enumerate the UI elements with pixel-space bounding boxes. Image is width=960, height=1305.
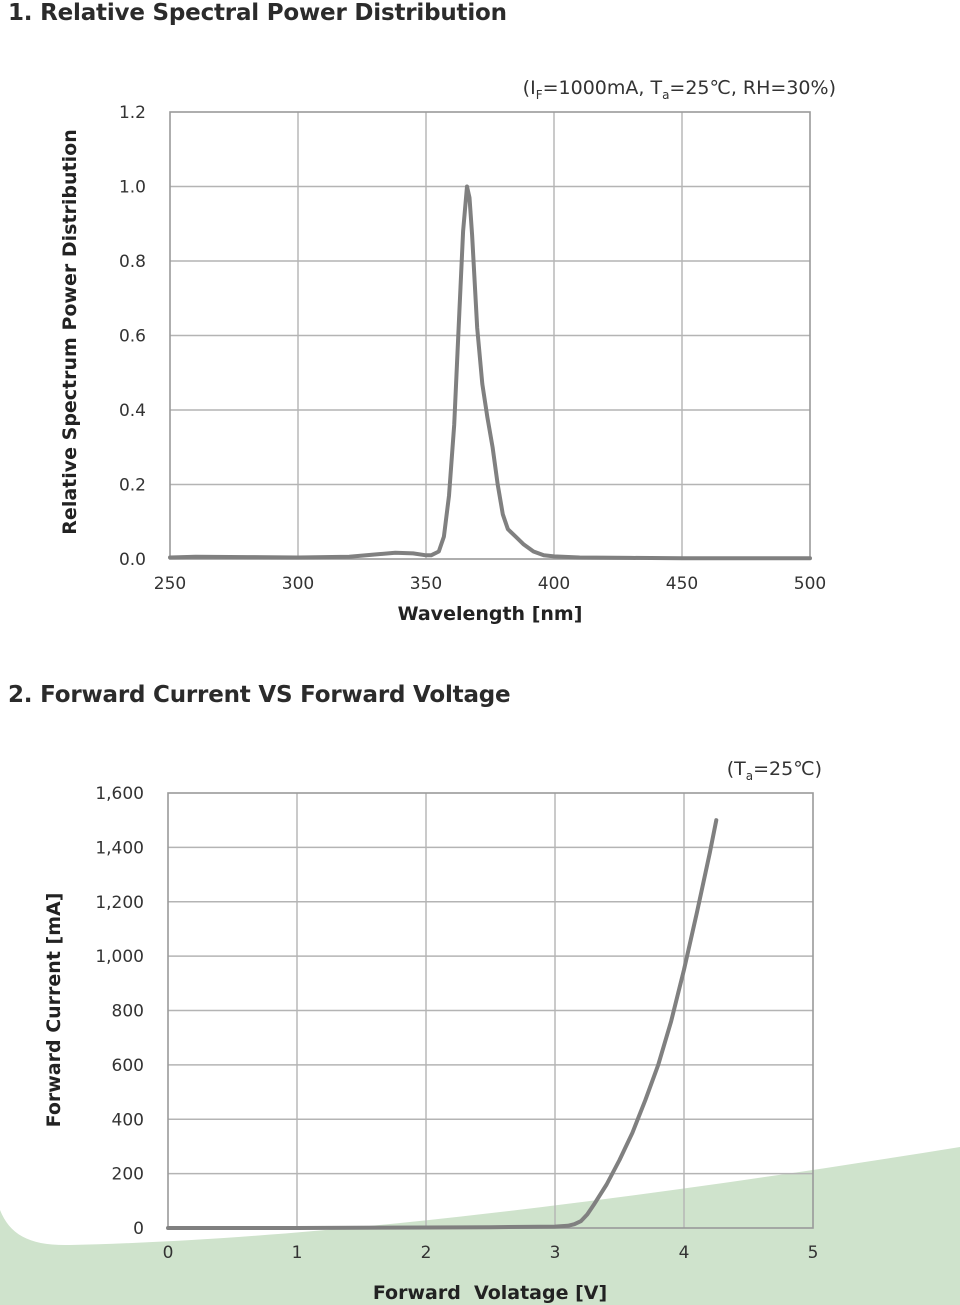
chart1-x-tick-label: 400 <box>538 574 570 594</box>
chart1-x-axis-title: Wavelength [nm] <box>398 603 583 625</box>
chart1-y-axis-title: Relative Spectrum Power Distribution <box>59 129 81 534</box>
chart2-y-tick-label: 1,000 <box>95 947 144 967</box>
chart2-grid <box>168 793 813 1228</box>
chart2-x-tick-label: 3 <box>550 1243 561 1263</box>
chart2-condition-label: (Ta=25℃) <box>727 758 822 783</box>
chart1-x-tick-label: 250 <box>154 574 186 594</box>
chart1-spectrum-line <box>168 184 812 561</box>
chart1-x-tick-labels: 250 300 350 400 450 500 <box>154 574 826 594</box>
chart2-y-tick-label: 200 <box>112 1165 144 1185</box>
chart1-y-tick-label: 0.6 <box>119 327 146 347</box>
chart2-x-tick-label: 1 <box>292 1243 303 1263</box>
chart2-y-tick-label: 1,400 <box>95 838 144 858</box>
chart1-grid <box>170 112 810 559</box>
section-title-iv: 2. Forward Current VS Forward Voltage <box>8 682 511 708</box>
chart1-y-tick-label: 1.2 <box>119 103 146 123</box>
chart1-y-tick-label: 0.8 <box>119 252 146 272</box>
chart2-y-tick-label: 1,200 <box>95 893 144 913</box>
chart1-x-tick-label: 450 <box>666 574 698 594</box>
chart1-y-tick-label: 0.4 <box>119 401 146 421</box>
chart2-y-axis-title: Forward Current [mA] <box>43 893 65 1128</box>
forward-current-voltage-chart: 0 200 400 600 800 1,000 1,200 1,400 1,600 0 1 2 3 4 5… <box>43 758 822 1304</box>
chart2-y-tick-label: 600 <box>112 1056 144 1076</box>
chart1-y-tick-label: 1.0 <box>119 178 146 198</box>
chart2-x-axis-title: Forward Volatage [V] <box>373 1282 607 1304</box>
chart2-x-tick-label: 4 <box>679 1243 690 1263</box>
section-title-spectral: 1. Relative Spectral Power Distribution <box>8 0 507 26</box>
chart1-y-tick-labels: 0.0 0.2 0.4 0.6 0.8 1.0 1.2 <box>119 103 146 570</box>
chart1-plot-frame <box>169 111 811 560</box>
chart2-y-tick-label: 800 <box>112 1002 144 1022</box>
chart1-y-tick-label: 0.0 <box>119 550 146 570</box>
spectral-power-chart: 0.0 0.2 0.4 0.6 0.8 1.0 1.2 250 300 350 400 450 500… <box>59 77 836 625</box>
chart1-x-tick-label: 500 <box>794 574 826 594</box>
chart2-y-tick-label: 0 <box>133 1219 144 1239</box>
chart1-y-tick-label: 0.2 <box>119 476 146 496</box>
chart2-x-tick-label: 2 <box>421 1243 432 1263</box>
chart2-x-tick-label: 5 <box>808 1243 819 1263</box>
chart2-y-tick-labels: 0 200 400 600 800 1,000 1,200 1,400 1,600 <box>95 784 144 1239</box>
chart2-y-tick-label: 400 <box>112 1110 144 1130</box>
chart2-y-tick-label: 1,600 <box>95 784 144 804</box>
chart2-iv-curve <box>166 818 719 1230</box>
chart1-condition-label: (IF=1000mA, Ta=25℃, RH=30%) <box>523 77 836 102</box>
chart1-x-tick-label: 300 <box>282 574 314 594</box>
chart2-x-tick-labels: 0 1 2 3 4 5 <box>163 1243 819 1263</box>
chart1-x-tick-label: 350 <box>410 574 442 594</box>
chart2-x-tick-label: 0 <box>163 1243 174 1263</box>
